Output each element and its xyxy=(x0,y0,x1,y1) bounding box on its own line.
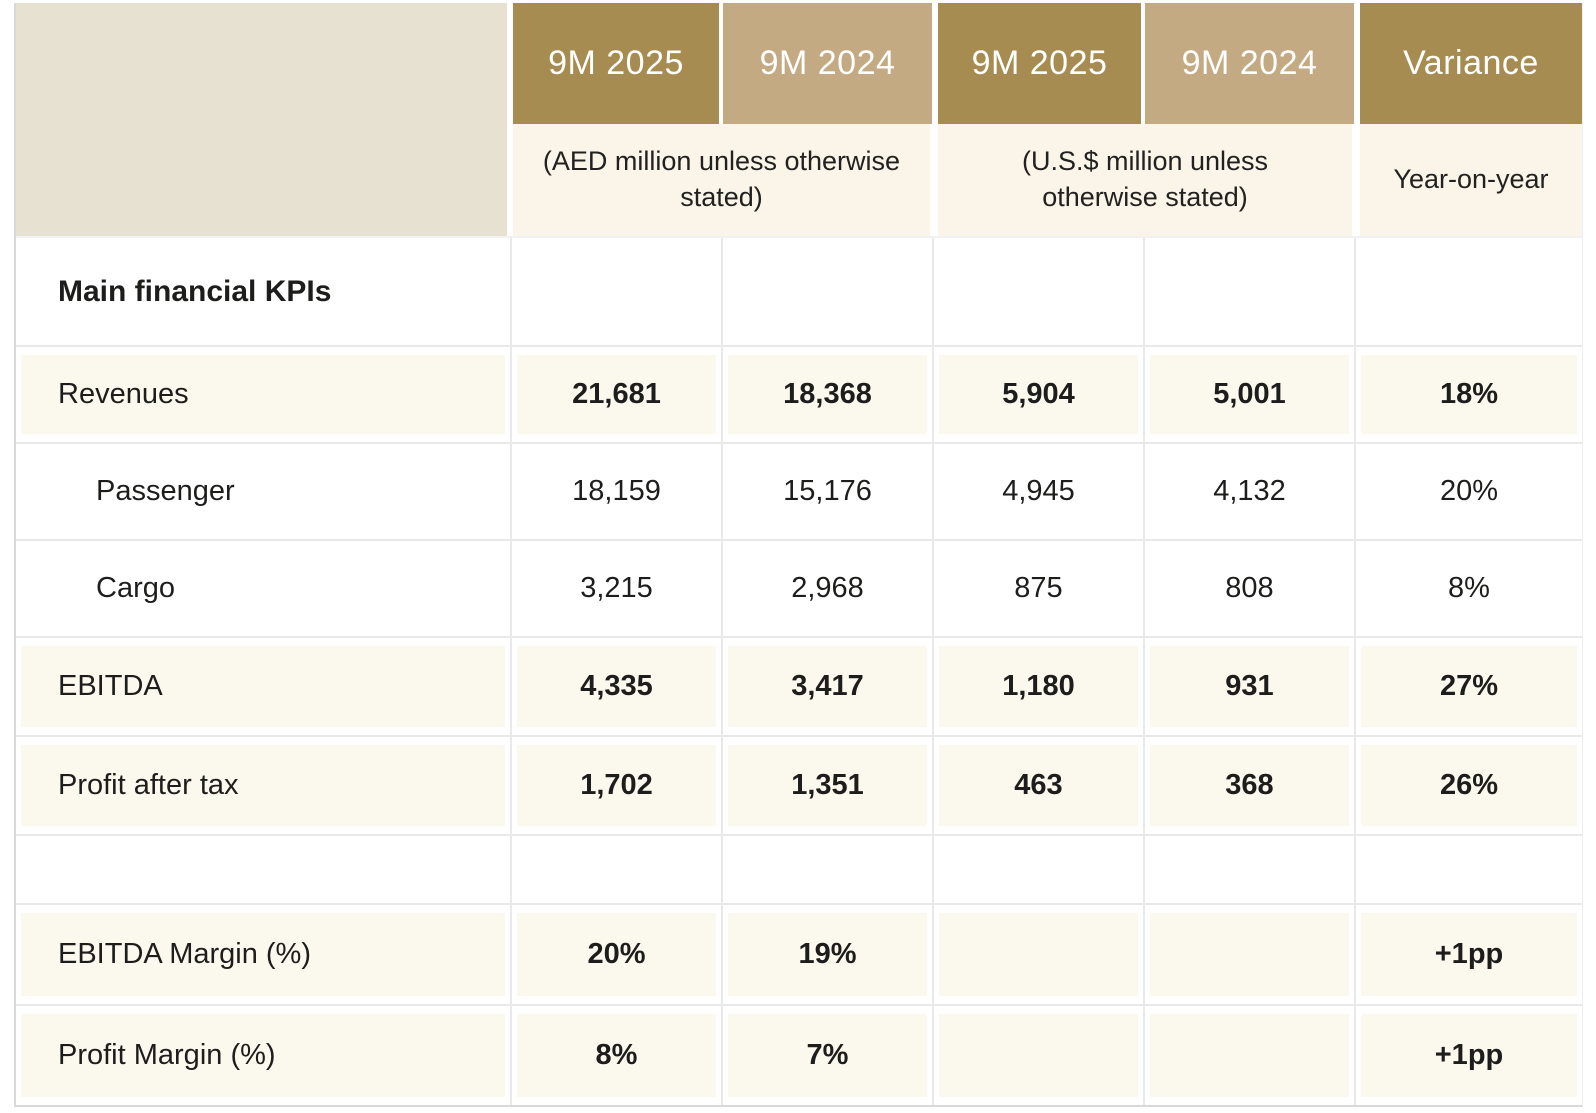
section-title-cell: Main financial KPIs xyxy=(16,238,510,345)
usd-units-note: (U.S.$ million unless otherwise stated) xyxy=(938,124,1352,236)
table-row-ebitda-margin: EBITDA Margin (%) 20% 19% +1pp xyxy=(16,903,1582,1004)
value-cell: 3,215 xyxy=(510,541,721,636)
row-label-cell: Passenger xyxy=(16,444,510,539)
value-cell: 8% xyxy=(510,1006,721,1105)
variance-cell: 27% xyxy=(1354,638,1582,735)
row-label-cell: Profit Margin (%) xyxy=(16,1006,510,1105)
column-header-usd-9m2024: 9M 2024 xyxy=(1145,3,1354,124)
value-cell: 2,968 xyxy=(721,541,932,636)
value-cell: 20% xyxy=(510,905,721,1004)
variance-cell: 18% xyxy=(1354,347,1582,442)
section-row: Main financial KPIs xyxy=(16,236,1582,345)
table-row-profit-margin: Profit Margin (%) 8% 7% +1pp xyxy=(16,1004,1582,1105)
value-cell: 21,681 xyxy=(510,347,721,442)
value-cell: 1,180 xyxy=(932,638,1143,735)
value-cell: 808 xyxy=(1143,541,1354,636)
table-row-profit-after-tax: Profit after tax 1,702 1,351 463 368 26% xyxy=(16,735,1582,834)
column-header-usd-9m2025: 9M 2025 xyxy=(938,3,1141,124)
variance-cell: +1pp xyxy=(1354,1006,1582,1105)
value-cell: 5,001 xyxy=(1143,347,1354,442)
row-label: Profit after tax xyxy=(58,769,239,801)
row-label-cell: Profit after tax xyxy=(16,737,510,834)
empty-cell xyxy=(1354,836,1582,903)
value-cell: 19% xyxy=(721,905,932,1004)
column-header-aed-9m2024: 9M 2024 xyxy=(723,3,932,124)
empty-cell xyxy=(1143,836,1354,903)
value-cell: 15,176 xyxy=(721,444,932,539)
value-cell: 4,132 xyxy=(1143,444,1354,539)
variance-cell: +1pp xyxy=(1354,905,1582,1004)
column-header-variance: Variance xyxy=(1360,3,1582,124)
table-body: Main financial KPIs Revenues 21,681 18,3… xyxy=(16,236,1582,1105)
empty-cell xyxy=(721,238,932,345)
value-cell: 368 xyxy=(1143,737,1354,834)
aed-units-note: (AED million unless otherwise stated) xyxy=(513,124,930,236)
value-cell xyxy=(932,905,1143,1004)
value-cell: 7% xyxy=(721,1006,932,1105)
value-cell: 463 xyxy=(932,737,1143,834)
value-cell: 5,904 xyxy=(932,347,1143,442)
table-row-revenues: Revenues 21,681 18,368 5,904 5,001 18% xyxy=(16,345,1582,442)
row-label-cell: Revenues xyxy=(16,347,510,442)
value-cell: 4,945 xyxy=(932,444,1143,539)
row-label: Passenger xyxy=(96,475,235,507)
row-label-cell: EBITDA xyxy=(16,638,510,735)
variance-units-note: Year-on-year xyxy=(1360,124,1582,236)
row-label: Profit Margin (%) xyxy=(58,1039,276,1071)
table-row-passenger: Passenger 18,159 15,176 4,945 4,132 20% xyxy=(16,442,1582,539)
value-cell: 4,335 xyxy=(510,638,721,735)
row-label-cell: Cargo xyxy=(16,541,510,636)
value-cell: 18,368 xyxy=(721,347,932,442)
variance-cell: 20% xyxy=(1354,444,1582,539)
usd-units-note-text: (U.S.$ million unless otherwise stated) xyxy=(1021,146,1269,212)
column-header-aed-9m2025: 9M 2025 xyxy=(513,3,719,124)
empty-cell xyxy=(932,836,1143,903)
row-label: Revenues xyxy=(58,378,189,410)
value-cell: 875 xyxy=(932,541,1143,636)
value-cell xyxy=(1143,905,1354,1004)
row-label-cell: EBITDA Margin (%) xyxy=(16,905,510,1004)
row-label: Cargo xyxy=(96,572,175,604)
aed-units-note-text: (AED million unless otherwise stated) xyxy=(542,146,901,212)
value-cell: 1,702 xyxy=(510,737,721,834)
row-label: EBITDA xyxy=(58,670,163,702)
table-row-cargo: Cargo 3,215 2,968 875 808 8% xyxy=(16,539,1582,636)
value-cell: 931 xyxy=(1143,638,1354,735)
empty-cell xyxy=(510,238,721,345)
variance-cell: 26% xyxy=(1354,737,1582,834)
empty-cell xyxy=(1354,238,1582,345)
value-cell xyxy=(932,1006,1143,1105)
value-cell: 3,417 xyxy=(721,638,932,735)
corner-cell xyxy=(16,3,507,236)
empty-cell xyxy=(1143,238,1354,345)
empty-cell xyxy=(932,238,1143,345)
table-row-ebitda: EBITDA 4,335 3,417 1,180 931 27% xyxy=(16,636,1582,735)
empty-cell xyxy=(16,836,510,903)
row-label: EBITDA Margin (%) xyxy=(58,938,311,970)
value-cell: 1,351 xyxy=(721,737,932,834)
variance-cell: 8% xyxy=(1354,541,1582,636)
empty-cell xyxy=(721,836,932,903)
value-cell xyxy=(1143,1006,1354,1105)
section-title: Main financial KPIs xyxy=(58,274,332,308)
variance-units-note-text: Year-on-year xyxy=(1393,164,1549,195)
value-cell: 18,159 xyxy=(510,444,721,539)
table-header: 9M 2025 9M 2024 9M 2025 9M 2024 Variance… xyxy=(16,3,1582,236)
empty-cell xyxy=(510,836,721,903)
financial-kpi-table: 9M 2025 9M 2024 9M 2025 9M 2024 Variance… xyxy=(14,3,1583,1107)
spacer-row xyxy=(16,834,1582,903)
